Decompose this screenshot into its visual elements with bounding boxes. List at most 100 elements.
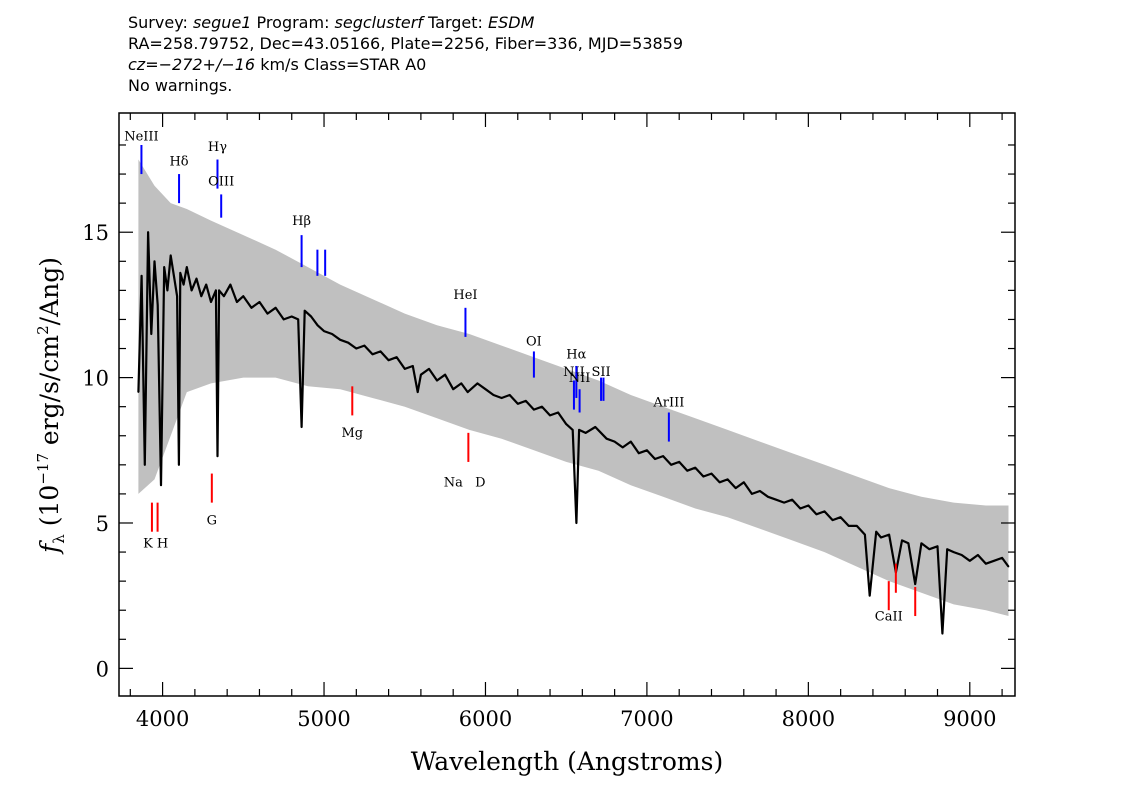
emission-line-label: Hβ bbox=[292, 214, 311, 229]
spectrum-point bbox=[169, 254, 172, 257]
target-label: Target: bbox=[422, 13, 488, 32]
spectrum-point bbox=[137, 391, 140, 393]
emission-line-label: OIII bbox=[208, 175, 234, 190]
spectrum-point bbox=[678, 461, 680, 463]
spectrum-point bbox=[371, 353, 374, 356]
spectrum-point bbox=[901, 539, 903, 542]
spectrum-point bbox=[258, 301, 261, 303]
spectrum-point bbox=[743, 481, 745, 484]
spectrum-point bbox=[176, 295, 178, 298]
spectrum-point bbox=[195, 277, 198, 280]
spectrum-point bbox=[517, 403, 519, 405]
spectrum-point bbox=[734, 487, 737, 489]
spectrum-point bbox=[710, 472, 713, 475]
spectrum-point bbox=[928, 548, 931, 550]
spectrum-point bbox=[147, 231, 149, 233]
spectrum-point bbox=[1001, 557, 1003, 559]
spectrum-point bbox=[783, 501, 785, 504]
spectrum-point bbox=[686, 469, 689, 472]
spectrum-point bbox=[492, 394, 495, 396]
spectrum-point bbox=[1007, 565, 1010, 568]
spectrum-point bbox=[484, 388, 487, 391]
absorption-line-label: K bbox=[143, 537, 153, 552]
header-line-survey: Survey: segue1 Program: segclusterf Targ… bbox=[128, 12, 683, 33]
spectrum-point bbox=[274, 307, 277, 309]
spectrum-point bbox=[759, 490, 761, 492]
spectrum-point bbox=[379, 350, 382, 353]
y-tick-label: 0 bbox=[96, 657, 109, 681]
spectrum-point bbox=[140, 275, 143, 277]
spectrum-point bbox=[166, 289, 169, 292]
redshift-value: cz=−272+/−16 bbox=[128, 55, 256, 74]
spectrum-point bbox=[557, 411, 559, 414]
spectrum-point bbox=[508, 394, 511, 396]
spectrum-point bbox=[977, 554, 979, 556]
absorption-line-label: Mg bbox=[341, 426, 363, 441]
spectrum-point bbox=[303, 309, 306, 312]
spectrum-point bbox=[223, 295, 225, 298]
header-line-warnings: No warnings. bbox=[128, 76, 233, 95]
spectrum-point bbox=[541, 405, 543, 408]
spectrum-point bbox=[952, 551, 955, 553]
spectrum-point bbox=[914, 583, 916, 585]
y-tick-label: 10 bbox=[82, 367, 109, 391]
header-line-redshift: cz=−272+/−16 km/s Class=STAR A0 bbox=[128, 54, 683, 75]
spectrum-point bbox=[638, 452, 640, 455]
spectrum-point bbox=[363, 344, 366, 347]
spectrum-point bbox=[186, 266, 188, 268]
spectrum-point bbox=[460, 382, 463, 385]
x-axis-title: Wavelength (Angstroms) bbox=[411, 747, 723, 776]
emission-line-label: ArIII bbox=[652, 396, 684, 411]
spectrum-point bbox=[316, 324, 319, 327]
spectrum-point bbox=[150, 333, 153, 335]
program-value: segclusterf bbox=[334, 13, 423, 32]
spectrum-point bbox=[767, 496, 769, 498]
axis-ticks-layer: 4000 5000 6000 7000 8000 9000 0 5 10 15 bbox=[82, 113, 1015, 731]
spectrum-point bbox=[613, 440, 616, 443]
spectrum-point bbox=[662, 455, 664, 457]
emission-line-label: NeIII bbox=[124, 130, 158, 145]
spectrum-point bbox=[670, 464, 672, 466]
spectrum-point bbox=[694, 466, 697, 469]
spectrum-point bbox=[993, 560, 995, 562]
spectrum-point bbox=[310, 315, 312, 318]
spectrum-point bbox=[297, 318, 300, 321]
target-value: ESDM bbox=[488, 13, 535, 32]
spectrum-point bbox=[799, 507, 802, 510]
spectrum-point bbox=[946, 548, 948, 550]
spectrum-point bbox=[985, 562, 987, 565]
spectrum-point bbox=[173, 275, 175, 277]
spectrum-point bbox=[500, 397, 503, 399]
spectrum-point bbox=[160, 484, 162, 487]
emission-line-label: HeI bbox=[453, 288, 477, 303]
spectrum-point bbox=[525, 400, 527, 402]
spectrum-point bbox=[584, 432, 587, 434]
x-tick-label: 9000 bbox=[943, 707, 996, 731]
spectrum-point bbox=[218, 289, 220, 292]
spectrum-point bbox=[282, 318, 285, 321]
spectrum-point bbox=[412, 365, 414, 367]
spectrum-point bbox=[646, 449, 648, 452]
spectrum-point bbox=[856, 525, 858, 527]
absorption-line-label: H bbox=[157, 537, 168, 552]
spectrum-point bbox=[144, 464, 146, 466]
spectrum-point bbox=[323, 330, 325, 332]
emission-line-label: Hδ bbox=[169, 154, 188, 169]
spectrum-point bbox=[831, 519, 834, 521]
spectrum-point bbox=[200, 295, 203, 298]
spectrum-point bbox=[266, 312, 269, 315]
spectrum-point bbox=[178, 464, 180, 466]
spectrum-point bbox=[156, 304, 159, 306]
emission-line-label: OI bbox=[526, 335, 542, 350]
spectrum-point bbox=[702, 475, 705, 478]
spectrum-point bbox=[420, 373, 422, 376]
spectrum-point bbox=[242, 295, 245, 298]
spectrum-point bbox=[815, 513, 818, 516]
spectrum-point bbox=[907, 542, 910, 545]
emission-line-label: SII bbox=[591, 365, 610, 380]
spectrum-point bbox=[654, 458, 656, 460]
spectrum-point bbox=[594, 426, 597, 428]
absorption-line-label: D bbox=[475, 476, 485, 491]
